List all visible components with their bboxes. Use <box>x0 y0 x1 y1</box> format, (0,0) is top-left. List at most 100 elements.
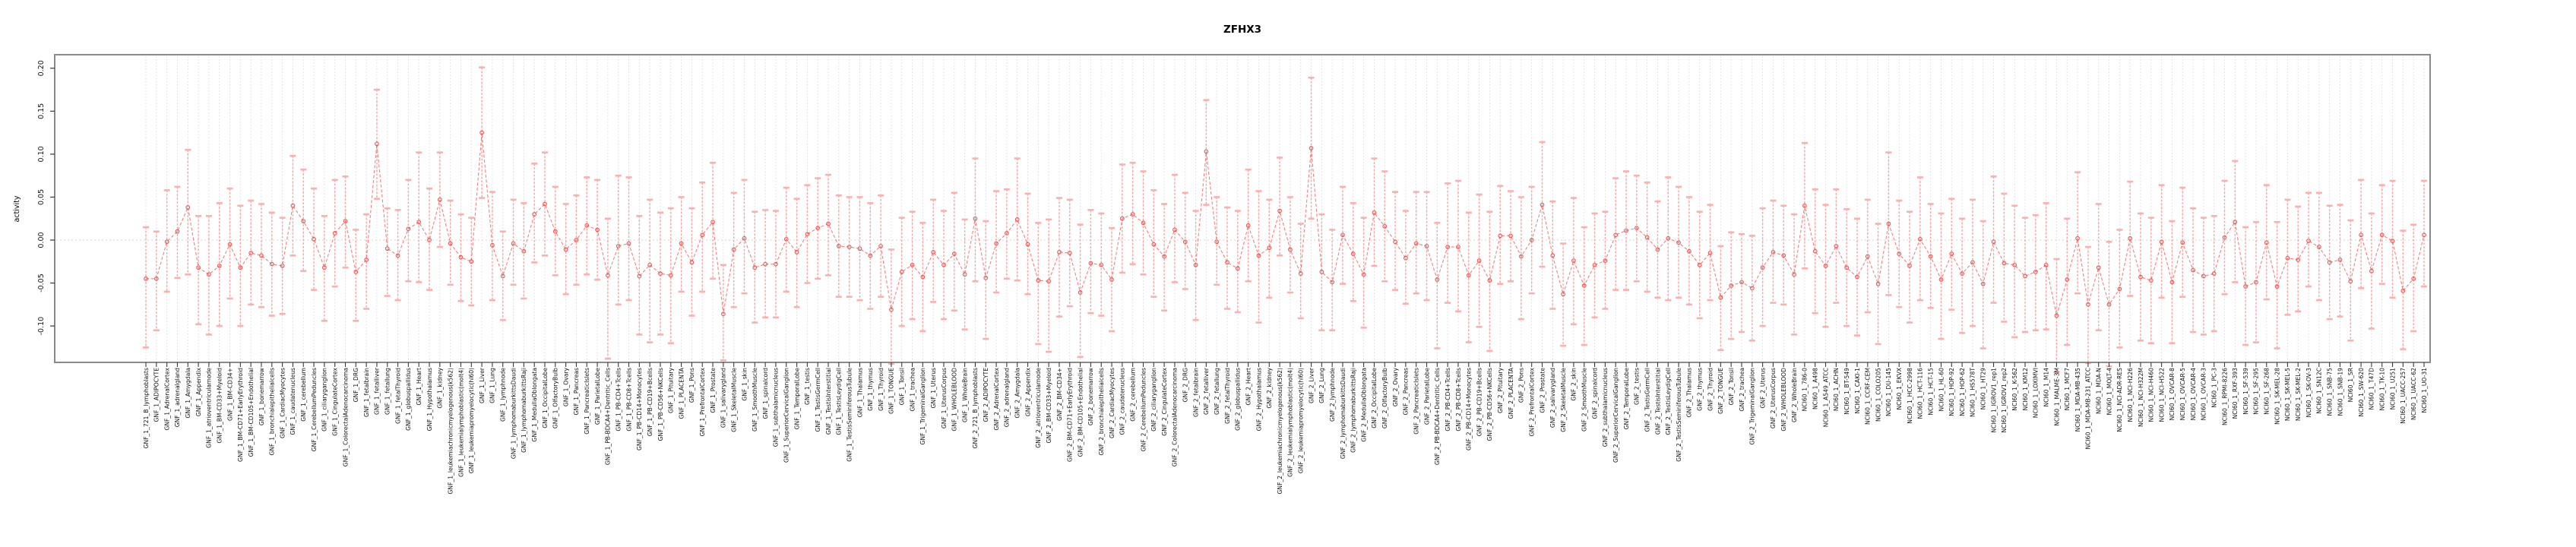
x-tick-label: GNF_1_AdrenalCortex <box>163 368 170 431</box>
x-tick-label: GNF_2_thymus <box>1697 368 1704 411</box>
data-point <box>1897 251 1902 256</box>
x-tick-label: NCI60_1_UACC-257 <box>2400 368 2407 424</box>
data-point <box>868 253 873 258</box>
x-tick-label: GNF_2_cerebellum <box>1129 368 1136 422</box>
x-tick-label: GNF_2_lymphnode <box>1329 368 1336 422</box>
x-tick-label: GNF_2_DRG <box>1182 368 1189 402</box>
data-point <box>1046 279 1051 284</box>
data-point <box>1581 283 1587 288</box>
chart-title: ZFHX3 <box>1223 24 1261 36</box>
data-point <box>2316 245 2321 249</box>
data-point <box>2159 239 2164 245</box>
data-point <box>332 231 337 236</box>
data-point <box>1445 245 1450 249</box>
x-tick-label: NCI60_1_LOXIMVI <box>2033 368 2040 418</box>
x-tick-label: GNF_2_TONGUE <box>1717 368 1724 414</box>
x-tick-label: GNF_1_UterusCorpus <box>941 368 948 428</box>
x-tick-label: GNF_1_CerebellumPeduncles <box>311 368 318 451</box>
x-tick-label: GNF_1_testis <box>804 368 811 405</box>
x-tick-label: NCI60_1_SNB-75 <box>2326 368 2333 416</box>
data-layer <box>143 66 2427 374</box>
x-tick-label: GNF_1_PLACENTA <box>678 367 685 419</box>
axis-layer: 0.20 0.15 0.10 0.05 0.00 -0.05 -0.10 GNF_1_721_… <box>37 54 2431 494</box>
data-point <box>2348 279 2353 284</box>
x-tick-label: GNF_2_PB-CD56+NKCells <box>1486 368 1493 441</box>
x-tick-label: NCI60_1_SK-MEL-2 <box>2295 368 2302 421</box>
data-point <box>1424 244 1429 248</box>
x-tick-label: GNF_2_BM-CD105+Endothelial <box>1077 368 1084 457</box>
x-tick-label: NCI60_1_HOP-92 <box>1948 368 1955 416</box>
x-tick-label: GNF_2_leukemiapromyelocytic(hl60) <box>1298 368 1305 473</box>
x-tick-label: GNF_2_Prostate <box>1539 368 1546 413</box>
x-tick-label: NCI60_1_A498 <box>1812 368 1818 409</box>
x-tick-label: GNF_2_subthalamicnucleus <box>1602 368 1609 447</box>
x-tick-label: NCI60_1_TK-10 <box>2379 368 2386 411</box>
data-point <box>994 241 998 246</box>
grid-layer <box>56 56 2429 361</box>
data-point <box>2033 269 2038 274</box>
data-point <box>1393 239 1397 245</box>
x-tick-label: GNF_1_PB-CD4+Tcells <box>616 368 622 432</box>
x-tick-label: GNF_2_fetalliver <box>1203 367 1210 415</box>
x-tick-label: GNF_1_Pons <box>688 368 695 403</box>
x-tick-label: GNF_2_BM-CD71+EarlyErythroid <box>1067 368 1074 462</box>
data-point <box>752 265 758 270</box>
data-point <box>1613 232 1619 238</box>
data-point <box>1844 265 1849 270</box>
y-tick-label: 0.05 <box>37 189 46 205</box>
x-tick-label: GNF_1_SmoothMuscle <box>752 368 758 432</box>
x-tick-label: GNF_1_caudatenucleus <box>290 368 296 435</box>
x-tick-label: GNF_2_Ovary <box>1392 368 1399 407</box>
x-tick-label: GNF_1_lymphomaburkittsDaudi <box>510 368 517 459</box>
x-tick-label: GNF_2_WHOLEBLOOD <box>1780 368 1787 432</box>
x-tick-label: GNF_2_lymphomaburkittsDaudi <box>1340 368 1347 459</box>
x-tick-label: NCI60_1_KM12 <box>2022 368 2029 411</box>
x-tick-label: NCI60_1_ACHN <box>1833 368 1840 411</box>
x-tick-label: NCI60_1_IGROV1_rep1 <box>1990 368 1997 433</box>
data-point <box>1781 253 1786 258</box>
x-tick-label: NCI60_1_SK-MEL-5 <box>2284 368 2291 421</box>
x-tick-label: NCI60_1_M14 <box>2043 368 2049 407</box>
x-tick-label: GNF_2_ciliaryganglion <box>1150 368 1157 432</box>
x-tick-label: GNF_1_lymphnode <box>500 368 507 422</box>
data-point <box>1980 281 1986 286</box>
data-point <box>1603 258 1608 263</box>
data-point <box>248 251 254 255</box>
data-point <box>1865 254 1870 259</box>
data-point <box>1382 224 1388 229</box>
x-tick-label: GNF_1_Pituitary <box>668 367 675 413</box>
x-tick-label: GNF_2_PB-CD8+Tcells <box>1455 368 1462 432</box>
data-point <box>269 261 274 267</box>
x-tick-label: NCI60_1_RXF-393 <box>2232 368 2239 419</box>
x-tick-label: GNF_2_testis <box>1634 368 1641 405</box>
data-point <box>1676 240 1681 245</box>
x-tick-label: NCI60_1_OVCAR-3 <box>2201 368 2207 421</box>
data-point <box>375 141 379 147</box>
data-point <box>826 221 831 226</box>
x-tick-label: NCI60_1_HCT-116 <box>1917 368 1924 419</box>
x-tick-label: GNF_2_721_B_lymphoblasts <box>972 368 979 448</box>
data-point <box>1707 251 1713 255</box>
x-tick-label: GNF_2_salivarygland <box>1549 368 1556 428</box>
data-point <box>742 236 747 241</box>
x-tick-label: GNF_2_SkeletalMuscle <box>1560 368 1567 432</box>
x-tick-label: GNF_1_CardiacMyocytes <box>279 368 286 438</box>
x-tick-label: GNF_2_fetalbrain <box>1192 368 1199 417</box>
data-point <box>2211 271 2217 276</box>
x-tick-label: GNF_1_ADIPOCYTE <box>153 368 160 422</box>
data-point <box>1498 233 1503 239</box>
x-tick-label: NCI60_1_UO-31 <box>2421 368 2428 413</box>
x-tick-label: GNF_1_Lung <box>489 368 496 403</box>
x-tick-label: GNF_1_721_B_lymphoblasts <box>143 368 150 448</box>
data-point <box>1529 238 1534 242</box>
y-axis-label: activity <box>13 195 21 222</box>
data-point <box>2191 267 2195 273</box>
data-point <box>731 247 736 252</box>
data-point <box>920 274 926 280</box>
data-point <box>1120 216 1125 221</box>
y-tick-label: 0.00 <box>37 232 46 248</box>
x-tick-label: GNF_1_thymus <box>867 368 874 411</box>
y-tick-label: -0.05 <box>37 274 46 292</box>
data-point <box>2128 236 2133 241</box>
